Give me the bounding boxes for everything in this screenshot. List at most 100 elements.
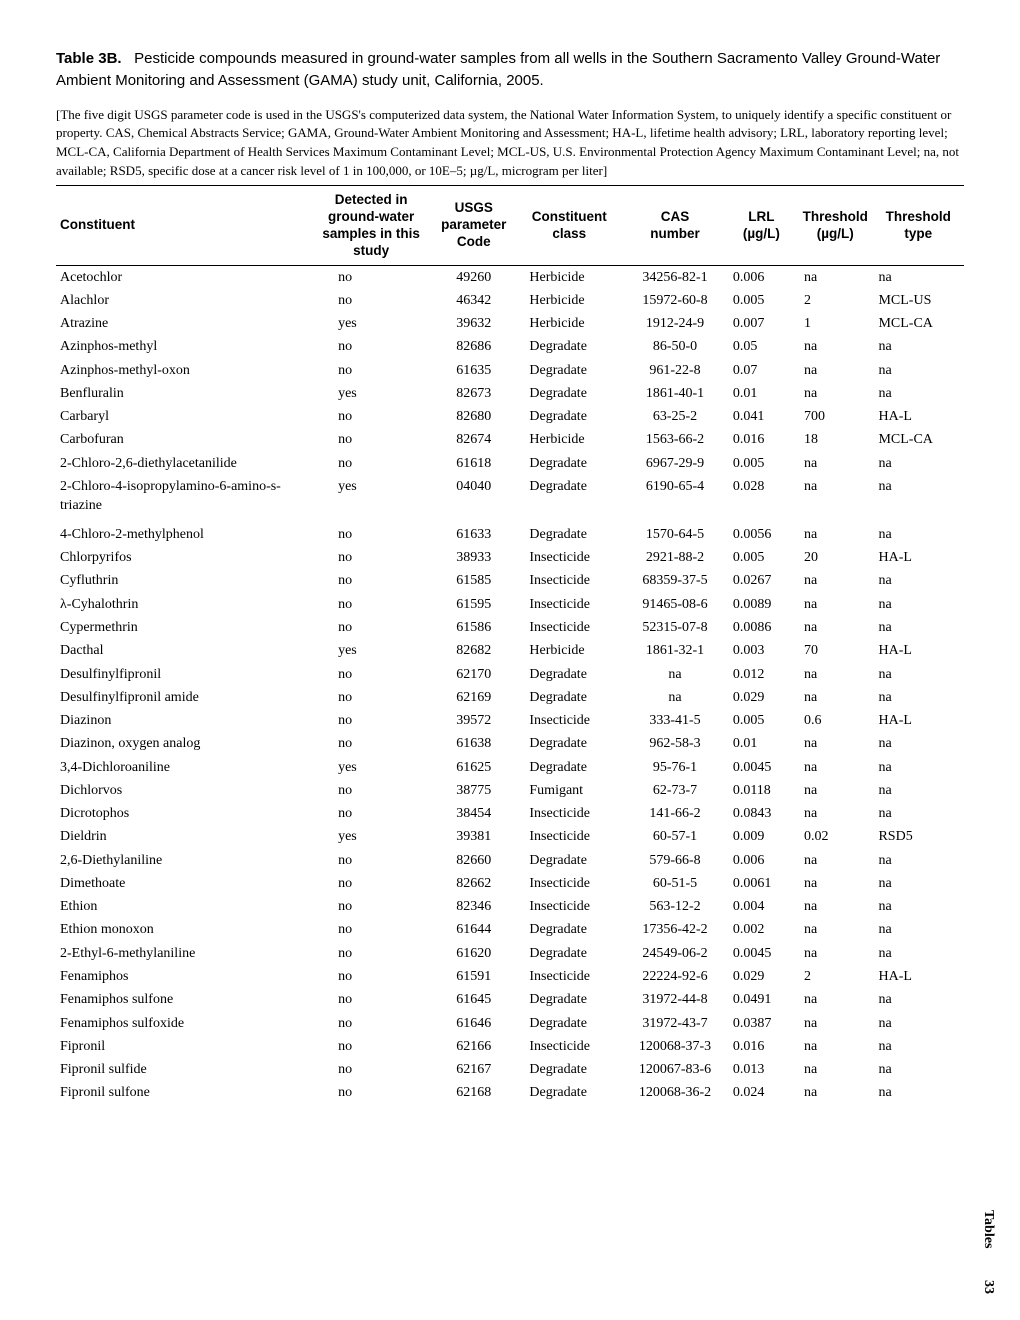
cell: na: [798, 359, 872, 382]
cell: na: [625, 687, 725, 710]
cell: 2: [798, 290, 872, 313]
cell: Diazinon, oxygen analog: [56, 733, 308, 756]
cell: Herbicide: [513, 640, 625, 663]
cell: 579-66-8: [625, 849, 725, 872]
cell: Degradate: [513, 406, 625, 429]
cell: 82660: [434, 849, 513, 872]
cell: na: [798, 570, 872, 593]
cell: Cypermethrin: [56, 617, 308, 640]
cell: 52315-07-8: [625, 617, 725, 640]
table-label: Table 3B.: [56, 50, 122, 67]
cell: 0.0387: [725, 1012, 798, 1035]
cell: Degradate: [513, 359, 625, 382]
cell: Insecticide: [513, 826, 625, 849]
cell: Azinphos-methyl-oxon: [56, 359, 308, 382]
table-row: 2-Chloro-4-isopropylamino-6-amino-s-tria…: [56, 476, 964, 518]
cell: Degradate: [513, 383, 625, 406]
table-row: Desulfinylfipronil amideno62169Degradate…: [56, 687, 964, 710]
cell: 31972-43-7: [625, 1012, 725, 1035]
col-usgs-code: USGSparameterCode: [434, 185, 513, 266]
cell: Herbicide: [513, 266, 625, 290]
cell: no: [308, 429, 434, 452]
cell: 0.0267: [725, 570, 798, 593]
cell: 563-12-2: [625, 896, 725, 919]
cell: 0.002: [725, 919, 798, 942]
cell: 0.007: [725, 313, 798, 336]
cell: 82674: [434, 429, 513, 452]
cell: 0.02: [798, 826, 872, 849]
cell: 61618: [434, 453, 513, 476]
cell: 0.0491: [725, 989, 798, 1012]
cell: na: [798, 733, 872, 756]
cell: Ethion monoxon: [56, 919, 308, 942]
cell: Insecticide: [513, 594, 625, 617]
cell: na: [872, 733, 964, 756]
cell: no: [308, 687, 434, 710]
cell: 95-76-1: [625, 756, 725, 779]
cell: 0.016: [725, 1036, 798, 1059]
cell: no: [308, 547, 434, 570]
cell: 61591: [434, 966, 513, 989]
table-row: 3,4-Dichloroanilineyes61625Degradate95-7…: [56, 756, 964, 779]
cell: 61635: [434, 359, 513, 382]
cell: 2,6-Diethylaniline: [56, 849, 308, 872]
col-cas: CASnumber: [625, 185, 725, 266]
cell: no: [308, 873, 434, 896]
cell: HA-L: [872, 640, 964, 663]
cell: no: [308, 406, 434, 429]
table-row: λ-Cyhalothrinno61595Insecticide91465-08-…: [56, 594, 964, 617]
cell: 0.006: [725, 849, 798, 872]
cell: na: [798, 943, 872, 966]
cell: 24549-06-2: [625, 943, 725, 966]
cell: yes: [308, 640, 434, 663]
cell: 61620: [434, 943, 513, 966]
col-threshold-value: Threshold(µg/L): [798, 185, 872, 266]
cell: yes: [308, 756, 434, 779]
cell: Degradate: [513, 518, 625, 547]
cell: 0.6: [798, 710, 872, 733]
cell: Ethion: [56, 896, 308, 919]
cell: Insecticide: [513, 570, 625, 593]
table-row: 2-Ethyl-6-methylanilineno61620Degradate2…: [56, 943, 964, 966]
cell: Degradate: [513, 989, 625, 1012]
cell: 0.041: [725, 406, 798, 429]
table-row: Fipronil sulfoneno62168Degradate120068-3…: [56, 1082, 964, 1105]
cell: na: [798, 453, 872, 476]
cell: 0.009: [725, 826, 798, 849]
cell: HA-L: [872, 547, 964, 570]
cell: 0.0056: [725, 518, 798, 547]
cell: na: [872, 617, 964, 640]
cell: 1912-24-9: [625, 313, 725, 336]
cell: 62-73-7: [625, 780, 725, 803]
cell: na: [625, 663, 725, 686]
table-row: Fenamiphos sulfoneno61645Degradate31972-…: [56, 989, 964, 1012]
cell: 2-Chloro-2,6-diethylacetanilide: [56, 453, 308, 476]
cell: 38933: [434, 547, 513, 570]
cell: 82682: [434, 640, 513, 663]
cell: 0.005: [725, 710, 798, 733]
cell: 61644: [434, 919, 513, 942]
cell: 0.024: [725, 1082, 798, 1105]
cell: 0.0061: [725, 873, 798, 896]
cell: Desulfinylfipronil: [56, 663, 308, 686]
cell: na: [872, 453, 964, 476]
cell: Acetochlor: [56, 266, 308, 290]
cell: Benfluralin: [56, 383, 308, 406]
cell: na: [872, 687, 964, 710]
cell: HA-L: [872, 710, 964, 733]
cell: Carbofuran: [56, 429, 308, 452]
cell: na: [872, 336, 964, 359]
cell: na: [798, 383, 872, 406]
cell: 0.028: [725, 476, 798, 518]
cell: 962-58-3: [625, 733, 725, 756]
cell: Dimethoate: [56, 873, 308, 896]
cell: MCL-CA: [872, 429, 964, 452]
table-row: Acetochlorno49260Herbicide34256-82-10.00…: [56, 266, 964, 290]
cell: yes: [308, 826, 434, 849]
cell: na: [798, 518, 872, 547]
cell: Degradate: [513, 687, 625, 710]
table-row: Dimethoateno82662Insecticide60-51-50.006…: [56, 873, 964, 896]
cell: Dacthal: [56, 640, 308, 663]
cell: na: [798, 617, 872, 640]
cell: na: [872, 663, 964, 686]
